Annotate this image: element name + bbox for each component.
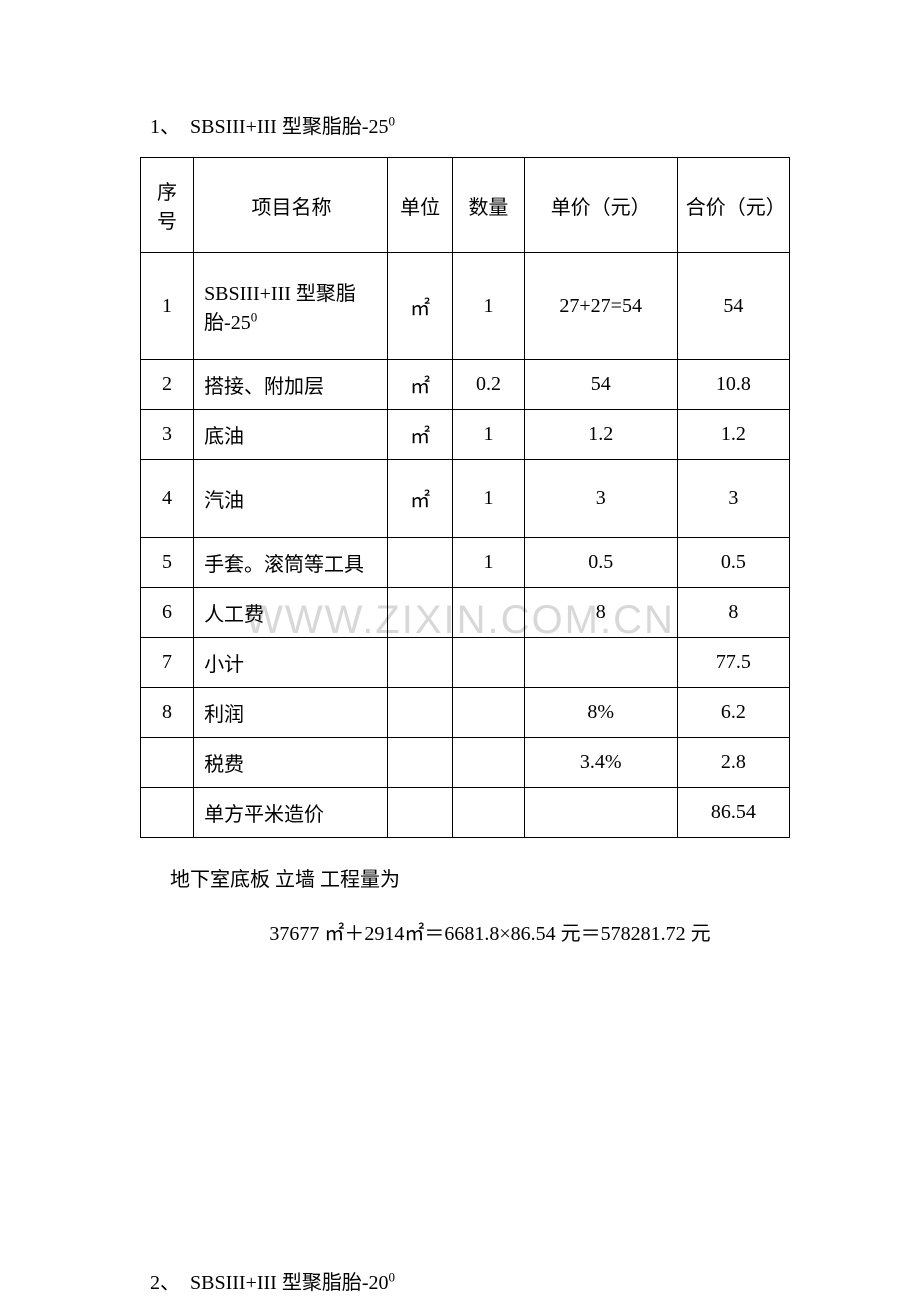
cell-total: 2.8: [677, 738, 789, 788]
table-header-row: 序号 项目名称 单位 数量 单价（元） 合价（元）: [141, 158, 790, 253]
cell-qty: 1: [453, 253, 524, 360]
cost-table: 序号 项目名称 单位 数量 单价（元） 合价（元） 1 SBSIII+III 型…: [140, 157, 790, 838]
header-qty: 数量: [453, 158, 524, 253]
cell-total: 8: [677, 588, 789, 638]
cell-unit: [387, 788, 452, 838]
cell-name: 小计: [194, 638, 388, 688]
cell-unit: ㎡: [387, 253, 452, 360]
heading1-prefix: 1、: [150, 116, 170, 138]
cell-total: 1.2: [677, 410, 789, 460]
cell-seq: [141, 788, 194, 838]
cell-name: 底油: [194, 410, 388, 460]
section-1-heading: 1、 SBSIII+III 型聚脂胎-250: [140, 110, 790, 139]
cell-name: 利润: [194, 688, 388, 738]
cell-seq: [141, 738, 194, 788]
cell-seq: 7: [141, 638, 194, 688]
section-2-heading: 2、 SBSIII+III 型聚脂胎-200: [140, 1266, 790, 1295]
cell-price: 8%: [524, 688, 677, 738]
cell-seq: 6: [141, 588, 194, 638]
cell-unit: [387, 538, 452, 588]
heading1-spacing: [170, 116, 190, 138]
heading1-superscript: 0: [389, 113, 396, 128]
cell-qty: 1: [453, 410, 524, 460]
cell-price: 3.4%: [524, 738, 677, 788]
cell-total: 86.54: [677, 788, 789, 838]
cell-qty: [453, 738, 524, 788]
cell-unit: [387, 638, 452, 688]
cell-price: 8: [524, 588, 677, 638]
cell-unit: [387, 688, 452, 738]
table-row: 1 SBSIII+III 型聚脂胎-250 ㎡ 1 27+27=54 54: [141, 253, 790, 360]
table-row: 6 人工费 8 8: [141, 588, 790, 638]
table-row: 2 搭接、附加层 ㎡ 0.2 54 10.8: [141, 360, 790, 410]
cell-total: 10.8: [677, 360, 789, 410]
cell-qty: [453, 788, 524, 838]
cell-total: 77.5: [677, 638, 789, 688]
cell-price: 27+27=54: [524, 253, 677, 360]
cell-seq: 5: [141, 538, 194, 588]
cell-price: [524, 638, 677, 688]
cell-seq: 4: [141, 460, 194, 538]
header-total: 合价（元）: [677, 158, 789, 253]
header-name: 项目名称: [194, 158, 388, 253]
cell-name: 税费: [194, 738, 388, 788]
cell-seq: 8: [141, 688, 194, 738]
cell-name: SBSIII+III 型聚脂胎-250: [194, 253, 388, 360]
calculation-line: 37677 ㎡＋2914㎡＝6681.8×86.54 元＝578281.72 元: [140, 917, 790, 946]
header-seq: 序号: [141, 158, 194, 253]
cell-seq: 2: [141, 360, 194, 410]
cell-unit: [387, 738, 452, 788]
heading2-text: SBSIII+III 型聚脂胎-20: [190, 1272, 389, 1294]
heading2-prefix: 2、: [150, 1272, 170, 1294]
header-unit: 单位: [387, 158, 452, 253]
table-row: 5 手套。滚筒等工具 1 0.5 0.5: [141, 538, 790, 588]
header-price: 单价（元）: [524, 158, 677, 253]
cell-price: [524, 788, 677, 838]
cell-name: 搭接、附加层: [194, 360, 388, 410]
heading1-text: SBSIII+III 型聚脂胎-25: [190, 116, 389, 138]
table-row: 4 汽油 ㎡ 1 3 3: [141, 460, 790, 538]
cell-price: 1.2: [524, 410, 677, 460]
cell-seq: 3: [141, 410, 194, 460]
cell-total: 0.5: [677, 538, 789, 588]
cell-unit: ㎡: [387, 360, 452, 410]
cell-unit: ㎡: [387, 460, 452, 538]
table-row: 单方平米造价 86.54: [141, 788, 790, 838]
cell-name: 单方平米造价: [194, 788, 388, 838]
cell-qty: 1: [453, 460, 524, 538]
cell-name: 人工费: [194, 588, 388, 638]
table-row: 税费 3.4% 2.8: [141, 738, 790, 788]
table-row: 8 利润 8% 6.2: [141, 688, 790, 738]
description-line: 地下室底板 立墙 工程量为: [140, 863, 790, 892]
cell-price: 0.5: [524, 538, 677, 588]
cell-price: 3: [524, 460, 677, 538]
table-row: 7 小计 77.5: [141, 638, 790, 688]
cell-name: 手套。滚筒等工具: [194, 538, 388, 588]
content-container: 1、 SBSIII+III 型聚脂胎-250 序号 项目名称 单位 数量 单价（…: [140, 110, 790, 1295]
table-row: 3 底油 ㎡ 1 1.2 1.2: [141, 410, 790, 460]
cell-total: 54: [677, 253, 789, 360]
cell-total: 3: [677, 460, 789, 538]
cell-unit: ㎡: [387, 410, 452, 460]
cell-qty: 0.2: [453, 360, 524, 410]
cell-qty: [453, 688, 524, 738]
cell-unit: [387, 588, 452, 638]
cell-qty: [453, 638, 524, 688]
cell-price: 54: [524, 360, 677, 410]
heading2-superscript: 0: [389, 1269, 396, 1284]
cell-name: 汽油: [194, 460, 388, 538]
heading2-spacing: [170, 1272, 190, 1294]
cell-total: 6.2: [677, 688, 789, 738]
cell-qty: 1: [453, 538, 524, 588]
cell-seq: 1: [141, 253, 194, 360]
cell-qty: [453, 588, 524, 638]
